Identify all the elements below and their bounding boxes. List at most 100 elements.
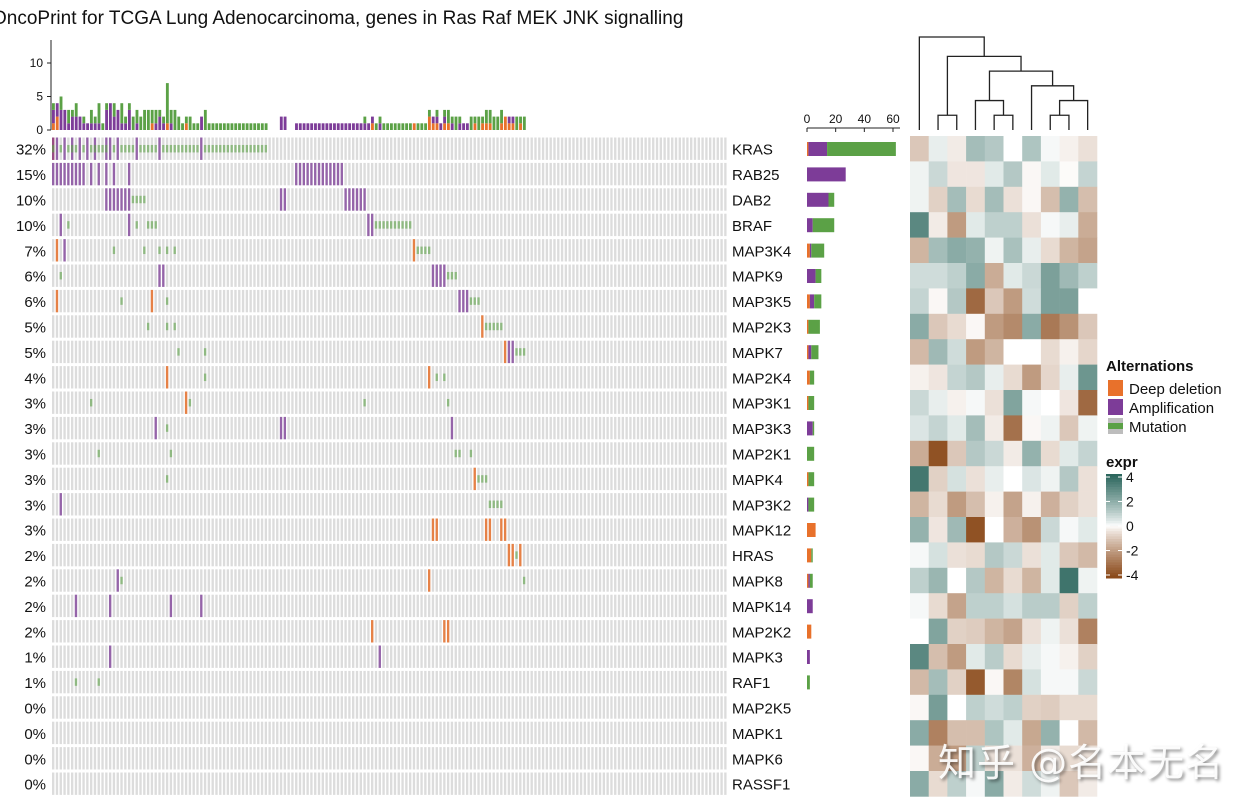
background-cell — [427, 747, 431, 770]
background-cell — [663, 696, 666, 719]
background-cell — [390, 543, 393, 567]
background-cell — [97, 721, 100, 745]
background-cell — [693, 137, 697, 160]
background-cell — [378, 289, 381, 313]
background-cell — [500, 264, 503, 287]
background-cell — [374, 696, 378, 719]
background-cell — [154, 239, 157, 262]
background-cell — [162, 569, 165, 592]
background-cell — [450, 696, 454, 719]
background-cell — [162, 391, 165, 414]
background-cell — [667, 721, 670, 745]
mutation-mark — [165, 424, 169, 432]
background-cell — [260, 239, 264, 262]
background-cell — [215, 645, 218, 668]
background-cell — [614, 137, 617, 160]
background-cell — [625, 594, 628, 618]
top-bar-amp — [363, 123, 367, 130]
background-cell — [503, 543, 507, 567]
background-cell — [515, 747, 518, 770]
background-cell — [496, 620, 499, 643]
background-cell — [295, 543, 298, 567]
amplification-mark — [63, 162, 66, 186]
background-cell — [329, 366, 332, 389]
background-cell — [720, 518, 723, 541]
background-cell — [557, 645, 560, 668]
background-cell — [74, 391, 78, 414]
background-cell — [82, 518, 85, 541]
background-cell — [146, 518, 150, 541]
background-cell — [165, 543, 169, 567]
background-cell — [162, 670, 165, 694]
background-cell — [124, 670, 127, 694]
background-cell — [86, 747, 89, 770]
background-cell — [355, 620, 359, 643]
background-cell — [515, 645, 518, 668]
background-cell — [249, 213, 252, 237]
background-cell — [484, 620, 488, 643]
background-cell — [59, 289, 62, 313]
background-cell — [462, 493, 465, 516]
background-cell — [287, 340, 290, 364]
background-cell — [59, 772, 62, 795]
background-cell — [222, 493, 226, 516]
top-bar-amp — [158, 116, 162, 130]
mutation-mark — [378, 221, 381, 229]
background-cell — [344, 137, 347, 160]
background-cell — [386, 569, 389, 592]
background-cell — [591, 721, 594, 745]
background-cell — [401, 569, 404, 592]
background-cell — [367, 188, 370, 211]
background-cell — [348, 594, 351, 618]
top-bar-amp — [321, 123, 325, 130]
background-cell — [67, 772, 70, 795]
background-cell — [408, 289, 412, 313]
background-cell — [568, 264, 571, 287]
mutation-mark — [188, 144, 192, 153]
background-cell — [462, 721, 465, 745]
background-cell — [101, 772, 104, 795]
background-cell — [655, 467, 659, 491]
background-cell — [93, 366, 97, 389]
background-cell — [120, 543, 123, 567]
background-cell — [124, 467, 127, 491]
top-barplot-tick-label: 10 — [30, 56, 44, 70]
background-cell — [207, 645, 211, 668]
background-cell — [640, 416, 644, 440]
background-cell — [682, 416, 685, 440]
background-cell — [120, 670, 123, 694]
background-cell — [386, 366, 389, 389]
background-cell — [86, 594, 89, 618]
background-cell — [579, 696, 583, 719]
background-cell — [526, 543, 530, 567]
background-cell — [412, 289, 416, 313]
background-cell — [412, 747, 416, 770]
background-cell — [222, 543, 226, 567]
background-cell — [697, 543, 700, 567]
background-cell — [633, 340, 636, 364]
background-cell — [295, 289, 298, 313]
background-cell — [253, 518, 256, 541]
background-cell — [526, 721, 530, 745]
background-cell — [671, 416, 674, 440]
background-cell — [67, 467, 70, 491]
background-cell — [249, 264, 252, 287]
background-cell — [230, 239, 233, 262]
deletion-mark — [519, 543, 522, 567]
background-cell — [181, 645, 184, 668]
background-cell — [538, 366, 541, 389]
background-cell — [359, 137, 362, 160]
background-cell — [462, 264, 465, 287]
background-cell — [587, 645, 590, 668]
background-cell — [241, 315, 245, 338]
background-cell — [678, 340, 681, 364]
background-cell — [245, 391, 249, 414]
background-cell — [644, 239, 647, 262]
background-cell — [291, 188, 294, 211]
background-cell — [427, 518, 431, 541]
background-cell — [515, 518, 518, 541]
background-cell — [249, 391, 252, 414]
background-cell — [378, 543, 381, 567]
background-cell — [127, 391, 131, 414]
background-cell — [625, 518, 628, 541]
